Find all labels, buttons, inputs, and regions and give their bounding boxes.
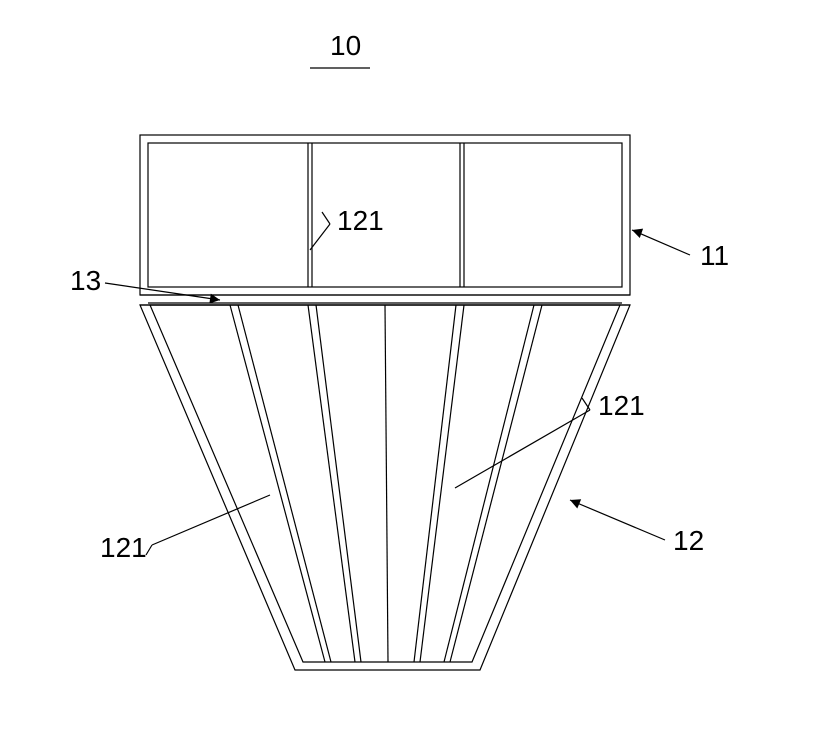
svg-text:121: 121 bbox=[598, 390, 645, 421]
svg-text:13: 13 bbox=[70, 265, 101, 296]
svg-text:10: 10 bbox=[330, 30, 361, 61]
svg-text:11: 11 bbox=[700, 240, 729, 271]
svg-text:12: 12 bbox=[673, 525, 704, 556]
svg-text:121: 121 bbox=[337, 205, 384, 236]
svg-text:121: 121 bbox=[100, 532, 147, 563]
